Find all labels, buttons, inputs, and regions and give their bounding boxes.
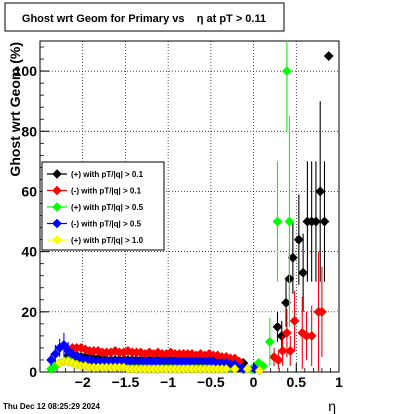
data-point — [319, 216, 330, 227]
legend-marker — [52, 185, 62, 196]
data-series — [46, 41, 334, 376]
legend-marker — [52, 169, 62, 179]
data-point — [277, 346, 288, 356]
legend-label: (+) with pT/|q| > 1.0 — [71, 236, 144, 245]
data-point — [298, 267, 309, 278]
x-tick-label: −2 — [75, 374, 91, 390]
x-tick-label: −1.5 — [112, 374, 140, 390]
data-point — [293, 234, 304, 245]
x-axis-title: η — [328, 398, 336, 414]
data-point — [58, 339, 69, 350]
data-point — [289, 315, 300, 326]
legend-label: (+) with pT/|q| > 0.5 — [71, 203, 144, 212]
series-5 — [54, 356, 265, 376]
x-tick-label: 0 — [250, 374, 258, 390]
legend-label: (-) with pT/|q| > 0.1 — [71, 187, 142, 196]
x-tick-label: 0.5 — [287, 374, 307, 390]
y-tick-label: 60 — [21, 183, 37, 199]
y-tick-labels: 0 20 40 60 80 100 — [14, 63, 38, 380]
data-point — [281, 66, 292, 77]
legend-marker — [52, 235, 62, 245]
x-tick-label: −0.5 — [197, 374, 225, 390]
data-point — [315, 186, 326, 197]
data-point — [229, 364, 240, 374]
x-tick-labels: −2 −1.5 −1 −0.5 0 0.5 1 — [75, 374, 343, 390]
data-point — [264, 336, 275, 347]
data-point — [316, 306, 327, 317]
x-tick-label: 1 — [335, 374, 343, 390]
y-tick-label: 40 — [21, 244, 37, 260]
data-point — [272, 216, 283, 227]
data-point — [254, 365, 265, 376]
legend-label: (+) with pT/|q| > 0.1 — [71, 170, 144, 179]
legend-marker — [52, 218, 62, 229]
x-tick-label: −1 — [160, 374, 176, 390]
legend: (+) with pT/|q| > 0.1 (-) with pT/|q| > 0… — [41, 161, 165, 251]
y-tick-label: 20 — [21, 304, 37, 320]
chart-title: Ghost wrt Geom for Primary vs η at pT > … — [22, 13, 266, 25]
data-point — [50, 349, 61, 359]
data-point — [306, 330, 317, 341]
data-point — [272, 321, 283, 332]
title-box — [4, 2, 285, 32]
legend-label: (-) with pT/|q| > 0.5 — [71, 220, 142, 229]
data-point — [323, 51, 334, 61]
data-point — [285, 346, 296, 356]
y-tick-label: 100 — [14, 63, 38, 79]
y-tick-label: 80 — [21, 123, 37, 139]
data-point — [46, 355, 57, 365]
data-point — [284, 216, 295, 227]
series-2 — [63, 251, 327, 374]
data-point — [281, 327, 292, 338]
data-point — [311, 216, 321, 227]
data-point — [221, 364, 232, 374]
data-point — [273, 355, 284, 365]
data-point — [242, 364, 253, 374]
legend-marker — [52, 202, 62, 212]
legend-box — [41, 161, 165, 251]
y-axis-title: Ghost wrt Geom (%) — [7, 42, 23, 177]
footer-timestamp: Thu Dec 12 08:25:29 2024 — [3, 402, 100, 411]
y-tick-label: 0 — [29, 364, 37, 380]
